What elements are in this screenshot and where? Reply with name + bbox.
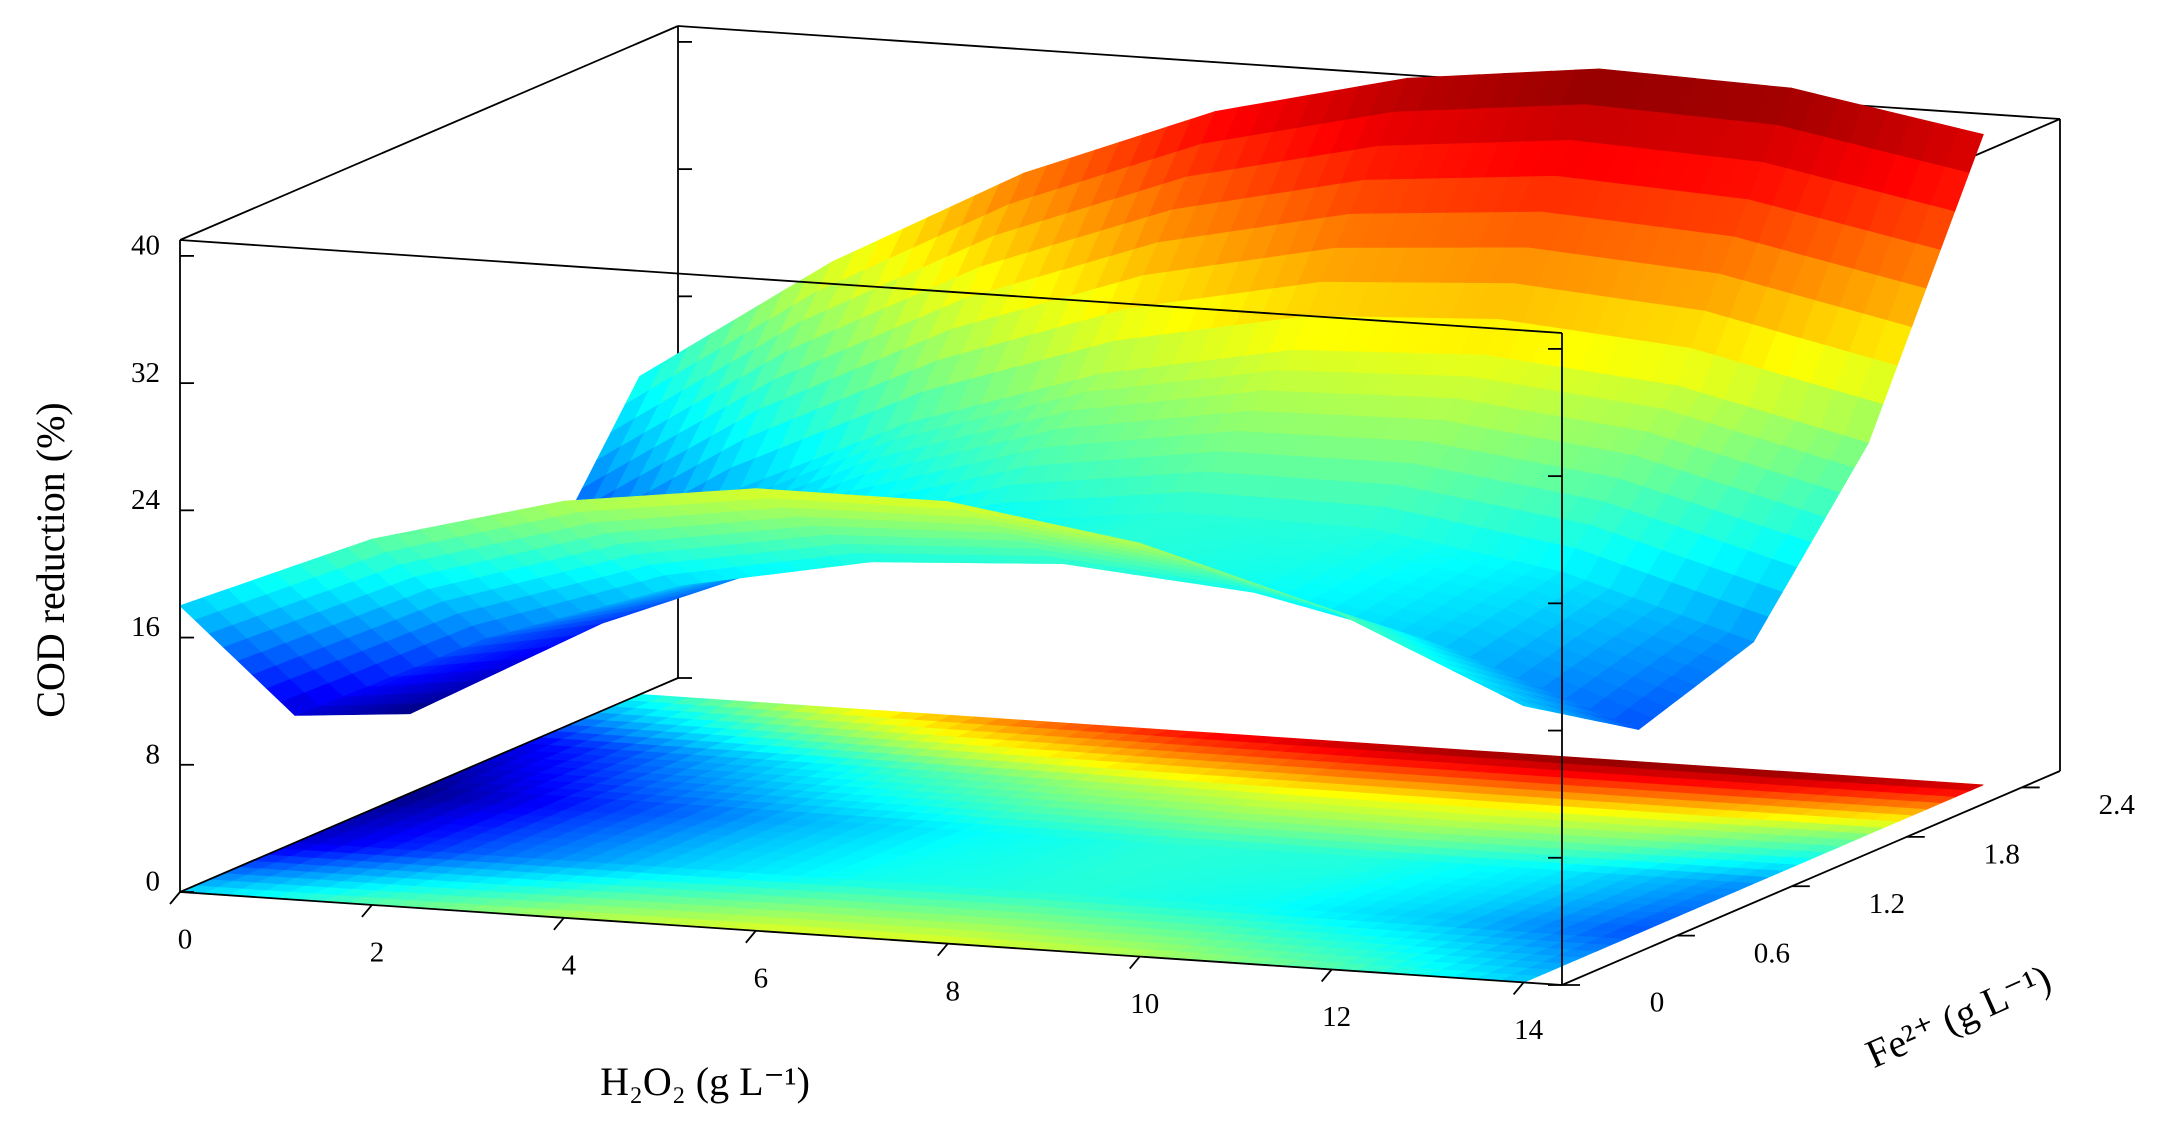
- y-tick-label: 2.4: [2099, 789, 2136, 821]
- z-tick-label: 8: [146, 738, 161, 770]
- y-tick-label: 0.6: [1754, 937, 1790, 969]
- z-tick-label: 0: [146, 866, 161, 898]
- x-tick-label: 14: [1514, 1014, 1544, 1046]
- box-edge: [179, 677, 679, 893]
- x-tick: [361, 904, 373, 918]
- x-tick: [553, 917, 565, 931]
- z-axis-title: COD reduction (%): [28, 402, 73, 717]
- x-tick-label: 12: [1322, 1001, 1351, 1033]
- x-axis-title: H₂O₂ (g L⁻¹): [600, 1059, 810, 1104]
- z-tick-label: 40: [131, 230, 160, 262]
- box-edge: [179, 25, 679, 241]
- x-tick-label: 6: [754, 962, 769, 994]
- floor-layer: [179, 694, 1984, 983]
- surface-layer: [179, 68, 1984, 730]
- box-edge: [1561, 770, 2061, 986]
- y-tick-label: 0: [1650, 987, 1665, 1019]
- x-tick-label: 2: [370, 937, 385, 969]
- z-tick-label: 32: [131, 357, 160, 389]
- z-tick-label: 24: [131, 484, 161, 516]
- y-tick-label: 1.2: [1869, 888, 1905, 920]
- x-tick: [1129, 956, 1141, 970]
- x-tick-label: 4: [562, 949, 577, 981]
- z-tick-label: 16: [131, 611, 160, 643]
- box-edge: [179, 239, 1563, 334]
- surface-patch: [1499, 693, 1539, 710]
- x-tick: [169, 891, 181, 905]
- x-tick: [745, 930, 757, 944]
- x-tick: [937, 943, 949, 957]
- y-axis-title: Fe²⁺ (g L⁻¹): [1859, 955, 2058, 1076]
- y-tick-label: 1.8: [1984, 839, 2020, 871]
- x-tick-label: 10: [1130, 988, 1159, 1020]
- x-tick: [1320, 968, 1333, 983]
- x-tick-label: 0: [178, 924, 193, 956]
- x-tick-label: 8: [946, 975, 961, 1007]
- x-tick: [1512, 981, 1525, 995]
